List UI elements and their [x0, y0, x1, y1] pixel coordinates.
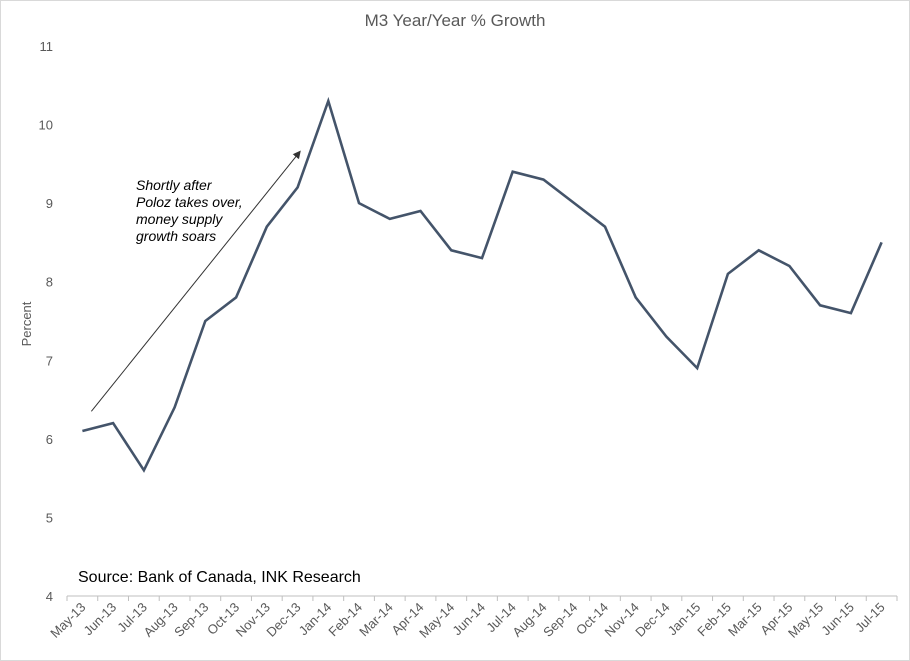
- chart-title: M3 Year/Year % Growth: [365, 11, 546, 30]
- annotation-line-4: growth soars: [136, 228, 216, 244]
- y-tick-label: 8: [46, 275, 53, 290]
- annotation-line-1: Shortly after: [136, 177, 213, 193]
- y-axis-ticks: 4 5 6 7 8 9 10 11: [39, 39, 53, 604]
- y-tick-label: 10: [39, 118, 53, 133]
- y-tick-label: 4: [46, 589, 53, 604]
- annotation-arrow: [90, 150, 301, 412]
- y-axis-label: Percent: [19, 301, 34, 346]
- source-note: Source: Bank of Canada, INK Research: [78, 569, 361, 586]
- y-tick-label: 6: [46, 432, 53, 447]
- y-tick-label: 7: [46, 353, 53, 368]
- annotation: Shortly after Poloz takes over, money su…: [90, 150, 301, 412]
- series-line: [82, 96, 883, 473]
- x-axis: [66, 595, 898, 601]
- y-tick-label: 5: [46, 510, 53, 525]
- y-tick-label: 9: [46, 196, 53, 211]
- annotation-line-3: money supply: [136, 211, 223, 227]
- annotation-line-2: Poloz takes over,: [136, 194, 243, 210]
- y-tick-label: 11: [40, 39, 54, 54]
- series-group: [82, 96, 883, 473]
